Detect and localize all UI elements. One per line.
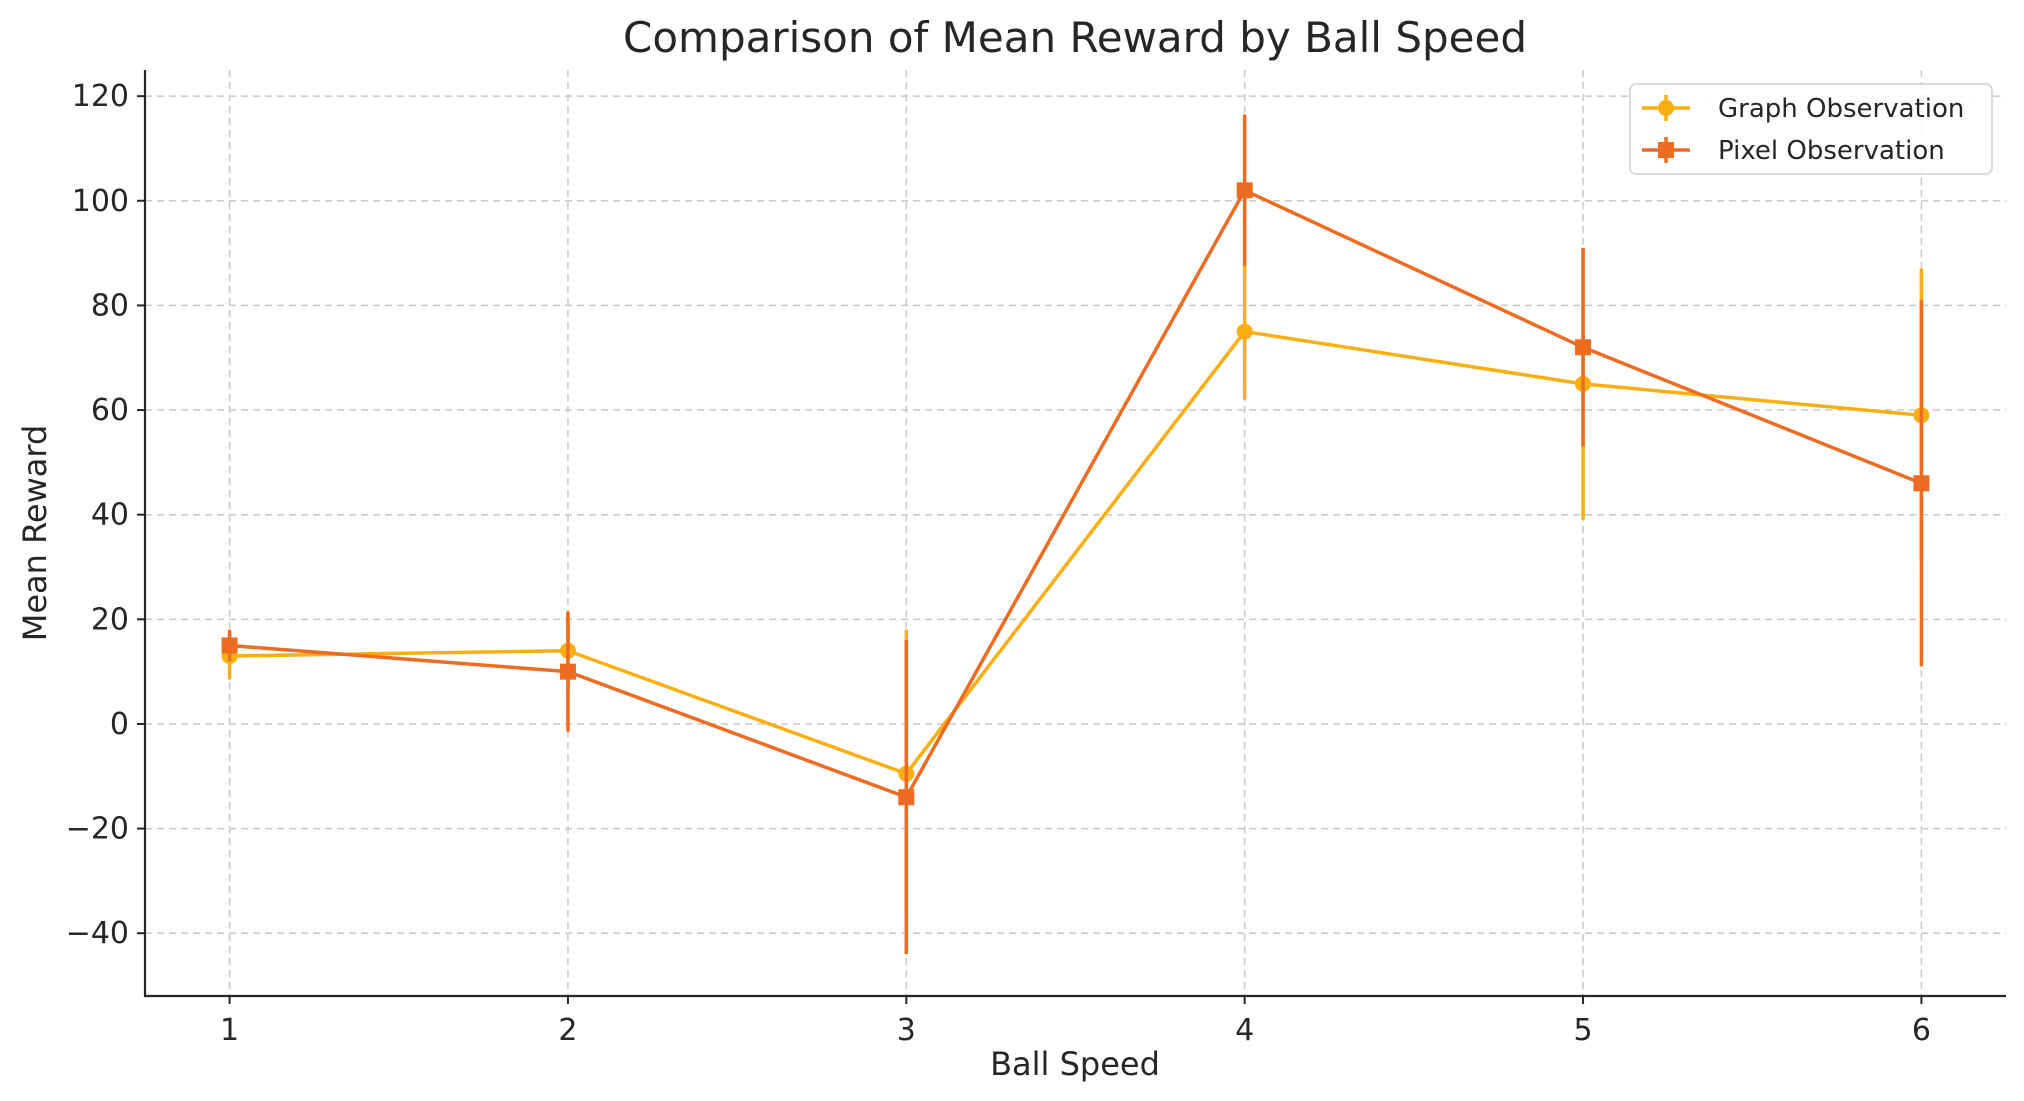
x-tick-label: 3 <box>897 1013 916 1048</box>
legend-marker <box>1658 142 1674 158</box>
axis-spines <box>143 70 2006 998</box>
x-tick-label: 1 <box>220 1013 239 1048</box>
grid-lines <box>145 70 2006 996</box>
y-tick-label: 0 <box>110 707 129 742</box>
x-tick-label: 5 <box>1573 1013 1592 1048</box>
series-line <box>229 188 1923 799</box>
data-point[interactable] <box>898 789 915 806</box>
y-tick-label: 100 <box>72 184 129 219</box>
chart-title: Comparison of Mean Reward by Ball Speed <box>623 13 1527 62</box>
data-point[interactable] <box>221 637 238 654</box>
legend[interactable]: Graph Observation Pixel Observation <box>1629 83 1993 175</box>
x-axis-label: Ball Speed <box>990 1045 1160 1083</box>
x-axis: 1 2 3 4 5 6 <box>220 996 1931 1048</box>
y-tick-label: 40 <box>91 498 129 533</box>
data-point[interactable] <box>1236 323 1253 340</box>
y-axis-label: Mean Reward <box>16 425 54 642</box>
series-group <box>221 114 1930 955</box>
series-graph-observation <box>221 247 1930 918</box>
y-tick-label: 80 <box>91 288 129 323</box>
y-tick-label: −20 <box>66 812 129 847</box>
x-tick-label: 4 <box>1235 1013 1254 1048</box>
legend-label: Graph Observation <box>1718 94 1964 124</box>
data-point[interactable] <box>1913 475 1930 492</box>
x-tick-label: 2 <box>558 1013 577 1048</box>
x-tick-label: 6 <box>1912 1013 1931 1048</box>
series-pixel-observation <box>221 114 1930 955</box>
y-tick-label: 120 <box>72 79 129 114</box>
data-point[interactable] <box>559 663 576 680</box>
series-line <box>229 329 1922 776</box>
legend-label: Pixel Observation <box>1718 136 1945 166</box>
data-point[interactable] <box>1575 339 1592 356</box>
legend-box <box>1629 83 1993 175</box>
legend-marker <box>1658 100 1674 116</box>
data-point[interactable] <box>1236 182 1253 199</box>
y-tick-label: 60 <box>91 393 129 428</box>
y-tick-label: −40 <box>66 916 129 951</box>
y-tick-label: 20 <box>91 602 129 637</box>
y-axis: −40 −20 0 20 40 60 80 100 120 <box>66 79 145 951</box>
legend-item-graph-observation[interactable]: Graph Observation <box>1642 94 1964 124</box>
legend-item-pixel-observation[interactable]: Pixel Observation <box>1642 136 1945 166</box>
